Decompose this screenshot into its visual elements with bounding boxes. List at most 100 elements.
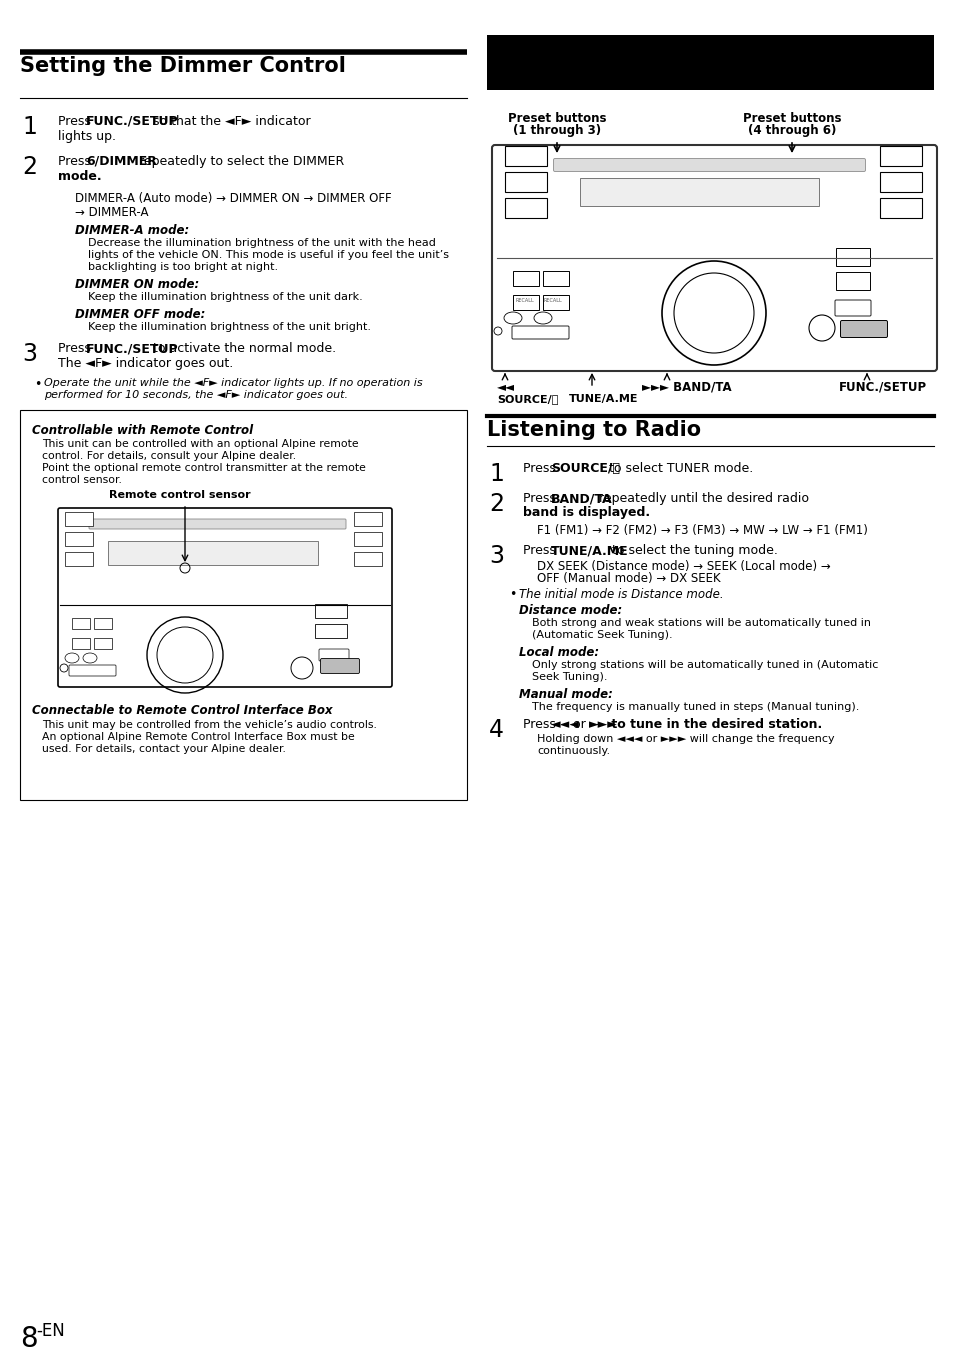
Text: ◄◄◄: ◄◄◄ <box>551 718 579 731</box>
Text: 4: 4 <box>489 718 503 741</box>
FancyBboxPatch shape <box>553 159 864 171</box>
Text: backlighting is too bright at night.: backlighting is too bright at night. <box>88 262 278 272</box>
Text: continuously.: continuously. <box>537 745 610 756</box>
Text: to activate the normal mode.: to activate the normal mode. <box>149 342 335 355</box>
Bar <box>835 272 869 290</box>
Text: DIMMER-A mode:: DIMMER-A mode: <box>75 224 189 237</box>
FancyBboxPatch shape <box>318 648 349 661</box>
Bar <box>314 604 347 617</box>
Text: Local mode:: Local mode: <box>518 646 598 659</box>
Text: 3: 3 <box>489 545 503 568</box>
Text: Press: Press <box>522 545 559 557</box>
Text: control. For details, consult your Alpine dealer.: control. For details, consult your Alpin… <box>42 452 295 461</box>
Text: DX SEEK (Distance mode) → SEEK (Local mode) →: DX SEEK (Distance mode) → SEEK (Local mo… <box>537 559 830 573</box>
Text: Holding down ◄◄◄ or ►►► will change the frequency: Holding down ◄◄◄ or ►►► will change the … <box>537 735 834 744</box>
Bar <box>879 198 921 218</box>
Text: Seek Tuning).: Seek Tuning). <box>532 673 607 682</box>
Text: -EN: -EN <box>36 1322 65 1340</box>
Text: ◄◄: ◄◄ <box>497 380 515 394</box>
Bar <box>504 146 546 166</box>
Text: (1 through 3): (1 through 3) <box>513 124 600 137</box>
Bar <box>504 198 546 218</box>
Text: Only strong stations will be automatically tuned in (Automatic: Only strong stations will be automatical… <box>532 661 878 670</box>
Bar <box>879 173 921 191</box>
Text: lights up.: lights up. <box>58 129 116 143</box>
Text: BAND/TA: BAND/TA <box>551 492 612 506</box>
Text: SOURCE/⏻: SOURCE/⏻ <box>551 462 619 474</box>
Text: Preset buttons: Preset buttons <box>742 112 841 125</box>
Text: The frequency is manually tuned in steps (Manual tuning).: The frequency is manually tuned in steps… <box>532 702 859 712</box>
Bar <box>20 410 467 799</box>
Text: to tune in the desired station.: to tune in the desired station. <box>606 718 821 731</box>
Text: Setting the Dimmer Control: Setting the Dimmer Control <box>20 57 346 75</box>
Text: repeatedly until the desired radio: repeatedly until the desired radio <box>595 492 808 506</box>
Bar <box>354 532 381 546</box>
Text: Distance mode:: Distance mode: <box>518 604 621 617</box>
Text: •: • <box>509 588 516 601</box>
Text: F1 (FM1) → F2 (FM2) → F3 (FM3) → MW → LW → F1 (FM1): F1 (FM1) → F2 (FM2) → F3 (FM3) → MW → LW… <box>537 524 867 537</box>
Bar <box>94 638 112 648</box>
Text: TUNE/A.ME: TUNE/A.ME <box>551 545 628 557</box>
Text: so that the ◄F► indicator: so that the ◄F► indicator <box>149 115 311 128</box>
Bar <box>108 541 317 565</box>
Text: Listening to Radio: Listening to Radio <box>486 421 700 439</box>
Text: performed for 10 seconds, the ◄F► indicator goes out.: performed for 10 seconds, the ◄F► indica… <box>44 390 348 400</box>
Text: lights of the vehicle ON. This mode is useful if you feel the unit’s: lights of the vehicle ON. This mode is u… <box>88 249 449 260</box>
Text: 1: 1 <box>489 462 503 487</box>
Text: control sensor.: control sensor. <box>42 474 122 485</box>
Bar <box>71 617 90 630</box>
Bar <box>513 271 538 286</box>
Text: → DIMMER-A: → DIMMER-A <box>75 206 149 218</box>
Text: DIMMER OFF mode:: DIMMER OFF mode: <box>75 307 205 321</box>
Text: or: or <box>568 718 589 731</box>
Text: 2: 2 <box>22 155 37 179</box>
FancyBboxPatch shape <box>512 326 568 338</box>
Text: TUNE/A.ME: TUNE/A.ME <box>568 394 638 404</box>
Bar <box>71 638 90 648</box>
Text: used. For details, contact your Alpine dealer.: used. For details, contact your Alpine d… <box>42 744 286 754</box>
Text: Keep the illumination brightness of the unit dark.: Keep the illumination brightness of the … <box>88 293 362 302</box>
Text: FUNC./SETUP: FUNC./SETUP <box>838 380 926 394</box>
Bar <box>94 617 112 630</box>
Text: DIMMER-A (Auto mode) → DIMMER ON → DIMMER OFF: DIMMER-A (Auto mode) → DIMMER ON → DIMME… <box>75 191 392 205</box>
Ellipse shape <box>503 311 521 324</box>
Text: Remote control sensor: Remote control sensor <box>109 491 251 500</box>
Bar <box>314 624 347 638</box>
Bar <box>65 512 92 526</box>
Bar <box>65 551 92 566</box>
Text: An optional Alpine Remote Control Interface Box must be: An optional Alpine Remote Control Interf… <box>42 732 355 741</box>
Text: Both strong and weak stations will be automatically tuned in: Both strong and weak stations will be au… <box>532 617 870 628</box>
Text: FUNC./SETUP: FUNC./SETUP <box>86 342 178 355</box>
Text: Decrease the illumination brightness of the unit with the head: Decrease the illumination brightness of … <box>88 239 436 248</box>
Text: The initial mode is Distance mode.: The initial mode is Distance mode. <box>518 588 723 601</box>
Text: Manual mode:: Manual mode: <box>518 687 612 701</box>
Text: OFF (Manual mode) → DX SEEK: OFF (Manual mode) → DX SEEK <box>537 572 720 585</box>
Text: RECALL: RECALL <box>516 298 535 303</box>
Bar <box>542 295 568 310</box>
Bar <box>354 512 381 526</box>
Bar <box>65 532 92 546</box>
Text: 8: 8 <box>20 1325 37 1348</box>
Ellipse shape <box>534 311 552 324</box>
Text: Point the optional remote control transmitter at the remote: Point the optional remote control transm… <box>42 462 366 473</box>
Text: Press: Press <box>58 342 94 355</box>
Text: Keep the illumination brightness of the unit bright.: Keep the illumination brightness of the … <box>88 322 371 332</box>
Bar <box>879 146 921 166</box>
FancyBboxPatch shape <box>840 321 886 337</box>
FancyBboxPatch shape <box>58 508 392 687</box>
Text: ►►► BAND/TA: ►►► BAND/TA <box>641 380 731 394</box>
Text: 3: 3 <box>22 342 37 367</box>
Text: RECALL: RECALL <box>543 298 562 303</box>
Text: ►►►: ►►► <box>588 718 618 731</box>
Text: Press: Press <box>58 155 94 168</box>
Bar <box>486 35 933 90</box>
Text: •: • <box>34 377 41 391</box>
Bar <box>542 271 568 286</box>
Text: to select the tuning mode.: to select the tuning mode. <box>607 545 777 557</box>
Text: Radio: Radio <box>498 100 605 133</box>
Bar <box>354 551 381 566</box>
Text: Press: Press <box>522 718 559 731</box>
FancyBboxPatch shape <box>89 519 346 528</box>
Text: Press: Press <box>522 492 559 506</box>
Text: (Automatic Seek Tuning).: (Automatic Seek Tuning). <box>532 630 672 640</box>
